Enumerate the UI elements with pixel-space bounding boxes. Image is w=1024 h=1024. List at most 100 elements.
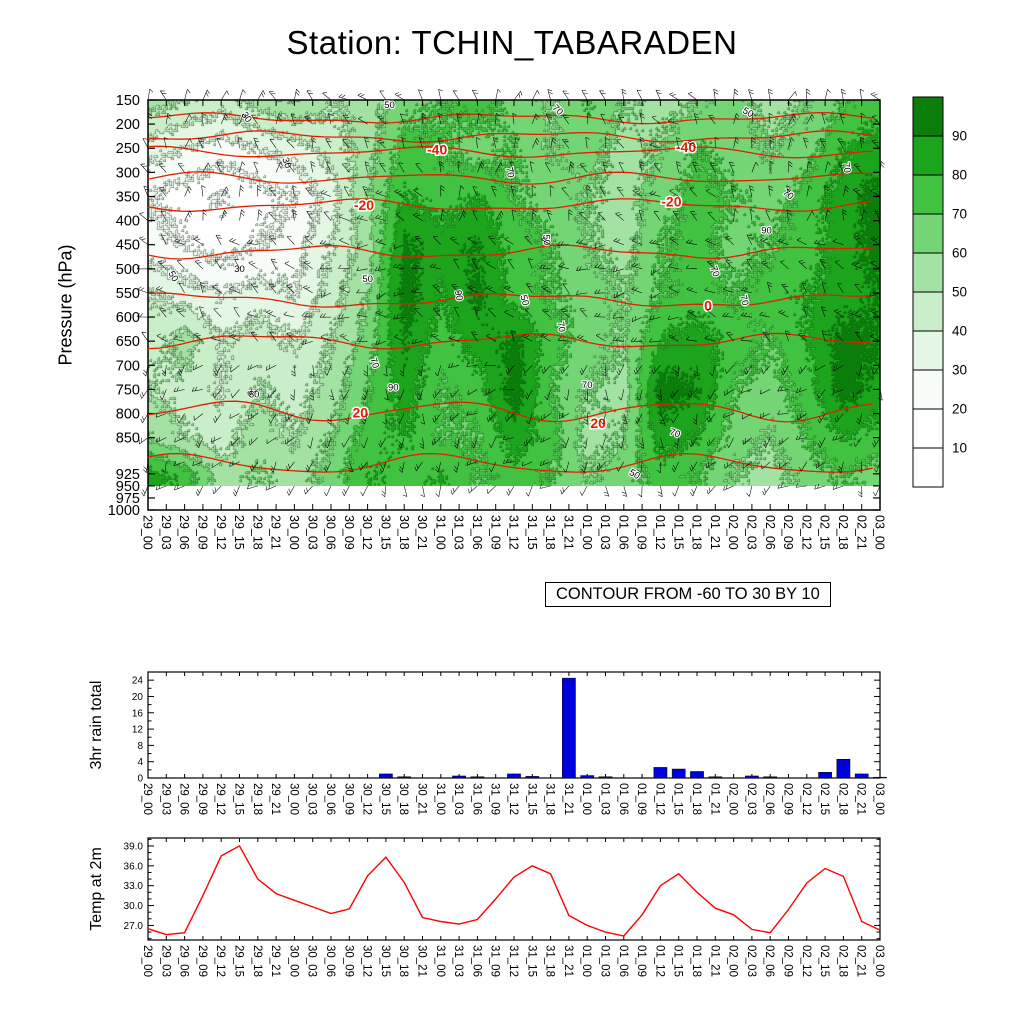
rain-bar [873, 776, 887, 779]
rain-ytick-label: 4 [137, 757, 143, 768]
time-tick-label: 29_03 [159, 945, 171, 977]
time-tick-label: 31_00 [434, 945, 446, 977]
time-tick-label: 31_09 [489, 945, 501, 977]
humidity-contour-label: 70 [708, 265, 722, 279]
wind-barbs [136, 88, 885, 498]
pressure-tick-label: 550 [116, 286, 140, 302]
time-tick-label: 29_00 [141, 945, 153, 977]
temp-ytick-label: 27.0 [124, 921, 144, 932]
temperature-contour-line [147, 292, 873, 308]
time-tick-label: 31_00 [433, 515, 447, 550]
time-tick-label: 03_00 [873, 783, 885, 815]
rain-bar [690, 771, 704, 779]
pressure-tick-label: 975 [116, 491, 140, 507]
time-tick-label: 01_06 [617, 783, 629, 815]
humidity-contour-label: 90 [452, 289, 465, 301]
colorbar-cell [912, 174, 944, 215]
rain-bar [397, 776, 412, 779]
contour-caption: CONTOUR FROM -60 TO 30 BY 10 [545, 582, 831, 607]
temperature-contour-line [147, 452, 873, 473]
time-tick-label: 02_18 [836, 783, 848, 815]
pressure-tick-label: 300 [116, 165, 140, 181]
time-tick-label: 30_18 [397, 783, 409, 815]
time-tick-label: 30_06 [324, 515, 338, 550]
time-tick-label: 30_12 [361, 783, 373, 815]
humidity-contour-label: 30 [239, 110, 254, 125]
time-tick-label: 01_21 [708, 783, 720, 815]
rain-bar [745, 775, 759, 779]
rain-ytick-label: 16 [132, 708, 144, 719]
temperature-contour-label: -20 [354, 197, 374, 213]
rain-bar [525, 776, 540, 779]
time-tick-label: 01_06 [616, 515, 630, 550]
time-tick-label: 30_03 [306, 945, 318, 977]
temp-ytick-label: 30.0 [124, 901, 144, 912]
time-tick-label: 29_09 [196, 945, 208, 977]
pressure-tick-label: 950 [116, 479, 140, 495]
time-tick-label: 30_03 [305, 515, 319, 550]
time-axis-main: 29_00 29_03 29_06 29_09 29_12 29_15 29_18 29_21… [141, 100, 887, 550]
colorbar-label: 70 [952, 207, 967, 222]
time-tick-label: 31_12 [507, 945, 519, 977]
rain-panel: 0 4 8 12 16 20 24 29_00 29_03 29_06 29_09 29_12 29_1… [132, 671, 885, 815]
rain-bar [507, 773, 521, 779]
time-tick-label: 01_00 [580, 945, 592, 977]
time-tick-label: 29_00 [141, 515, 155, 550]
pressure-tick-label: 200 [116, 117, 140, 133]
colorbar-cell [912, 96, 944, 137]
time-tick-label: 30_18 [397, 945, 409, 977]
time-tick-label: 29_06 [178, 783, 190, 815]
humidity-contour-label: 50 [740, 105, 755, 120]
temp-ytick-label: 36.0 [124, 861, 144, 872]
pressure-tick-label: 350 [116, 189, 140, 205]
time-tick-label: 29_03 [159, 783, 171, 815]
humidity-contour-label: 50 [362, 274, 373, 285]
colorbar-cell [912, 252, 944, 293]
pressure-tick-label: 250 [116, 141, 140, 157]
time-tick-label: 02_15 [818, 515, 832, 550]
time-tick-label: 02_00 [726, 515, 740, 550]
time-tick-label: 01_00 [580, 515, 594, 550]
time-tick-label: 01_21 [708, 515, 722, 550]
time-tick-label: 02_12 [800, 945, 812, 977]
time-tick-label: 29_21 [269, 515, 283, 550]
time-tick-label: 30_12 [360, 515, 374, 550]
rain-bar [763, 776, 778, 779]
colorbar-cell [912, 330, 944, 371]
humidity-contour-label: 30 [234, 264, 245, 275]
time-tick-label: 30_00 [287, 783, 299, 815]
upper-panel-axes: 1502002503003504004505005506006507007508… [108, 93, 881, 519]
time-tick-label: 02_12 [800, 783, 812, 815]
time-tick-label: 02_21 [854, 515, 868, 550]
temperature-contour-label: 20 [590, 415, 606, 431]
time-tick-label: 01_18 [690, 783, 702, 815]
time-tick-label: 29_15 [232, 515, 246, 550]
temperature-contours: -40 -40 -20 -20 0 20 20 [147, 111, 873, 473]
rain-ytick-label: 0 [137, 774, 143, 785]
rain-bar [379, 773, 393, 779]
time-tick-label: 02_06 [763, 515, 777, 550]
time-tick-label: 30_12 [361, 945, 373, 977]
rain-bar [598, 776, 613, 779]
time-tick-label: 02_09 [781, 783, 793, 815]
time-tick-label: 01_18 [690, 515, 704, 550]
time-tick-label: 30_06 [324, 783, 336, 815]
time-tick-label: 30_15 [379, 945, 391, 977]
time-tick-label: 29_21 [269, 783, 281, 815]
time-tick-label: 30_21 [415, 783, 427, 815]
temperature-contour-line [147, 198, 873, 212]
time-tick-label: 31_06 [470, 945, 482, 977]
colorbar-cell [912, 408, 944, 449]
time-tick-label: 31_15 [525, 515, 539, 550]
humidity-contour-label: 50 [518, 294, 531, 307]
time-tick-label: 31_18 [543, 515, 557, 550]
time-tick-label: 31_18 [544, 783, 556, 815]
colorbar-cell [912, 213, 944, 254]
temp-ytick-label: 33.0 [124, 881, 144, 892]
time-tick-label: 30_15 [379, 515, 393, 550]
rain-bar [562, 677, 576, 779]
time-tick-label: 02_15 [818, 945, 830, 977]
time-tick-label: 30_00 [287, 945, 299, 977]
